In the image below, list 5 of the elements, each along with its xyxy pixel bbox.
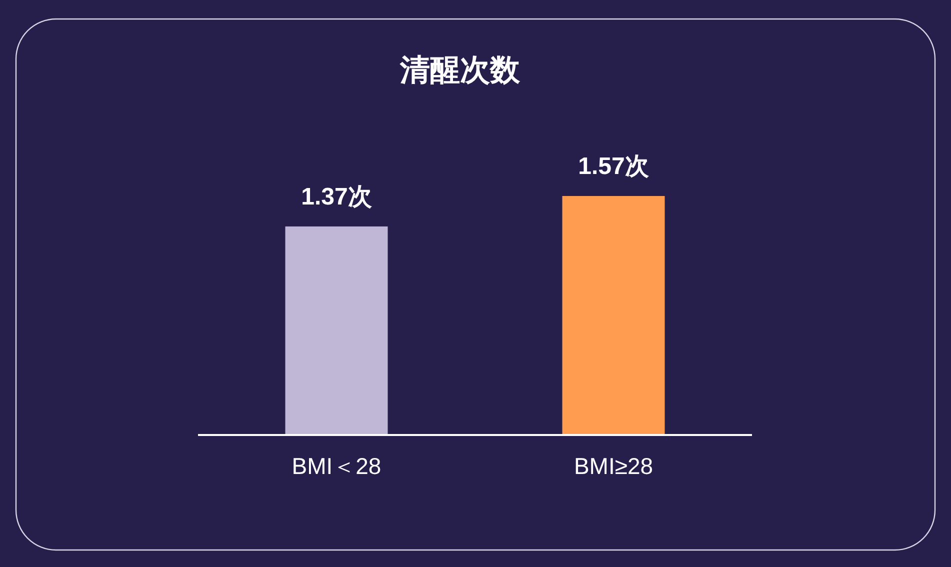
x-tick-label: BMI≥28	[574, 453, 654, 479]
x-tick-label: BMI＜28	[292, 453, 382, 479]
data-label: 1.37次	[301, 183, 373, 210]
chart-title: 清醒次数	[399, 54, 521, 87]
data-label: 1.57次	[578, 153, 650, 180]
